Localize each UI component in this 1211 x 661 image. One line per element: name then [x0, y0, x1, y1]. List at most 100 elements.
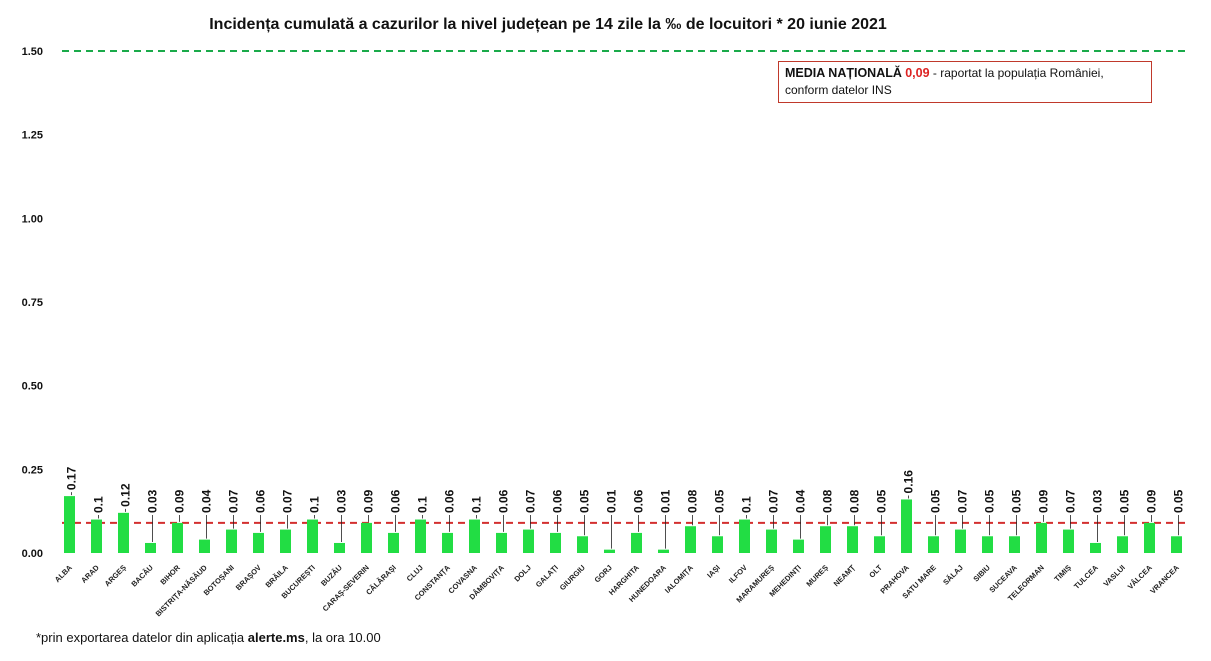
value-label: 0.07: [281, 489, 295, 513]
y-tick-label: 0.50: [22, 381, 43, 393]
y-tick-label: 0.75: [22, 297, 43, 309]
value-label: 0.01: [605, 489, 619, 513]
bar: [685, 526, 696, 553]
bar: [928, 536, 939, 553]
bar: [280, 529, 291, 553]
bar: [415, 519, 426, 553]
bar: [199, 539, 210, 553]
value-label: 0.04: [794, 489, 808, 513]
bar: [496, 532, 507, 553]
national-average-value: 0,09: [905, 66, 930, 80]
bar: [469, 519, 480, 553]
value-label: 0.05: [713, 489, 727, 513]
bars: [64, 496, 1182, 553]
footnote: *prin exportarea datelor din aplicația a…: [36, 630, 381, 645]
bar: [550, 532, 561, 553]
bar: [955, 529, 966, 553]
value-label: 0.07: [227, 489, 241, 513]
bar: [658, 549, 669, 553]
value-label: 0.12: [119, 483, 133, 507]
bar: [307, 519, 318, 553]
bar: [766, 529, 777, 553]
value-label: 0.1: [416, 496, 430, 513]
footnote-suffix: , la ora 10.00: [304, 630, 381, 645]
y-tick-label: 0.00: [22, 548, 43, 560]
national-average-label: MEDIA NAȚIONALĂ: [785, 66, 902, 80]
value-label: 0.05: [875, 489, 889, 513]
bar: [388, 532, 399, 553]
y-tick-label: 1.25: [22, 130, 43, 142]
x-tick-label: ILFOV: [727, 563, 749, 585]
value-label: 0.1: [92, 496, 106, 513]
value-label: 0.06: [497, 489, 511, 513]
value-label: 0.03: [335, 489, 349, 513]
bar: [1063, 529, 1074, 553]
footnote-app-name: alerte.ms: [247, 630, 305, 645]
bar: [226, 529, 237, 553]
bar: [901, 499, 912, 553]
bar: [793, 539, 804, 553]
bar: [982, 536, 993, 553]
x-tick-label: VRANCEA: [1148, 563, 1181, 596]
x-tick-label: ARGEȘ: [103, 563, 128, 588]
national-average-box: MEDIA NAȚIONALĂ 0,09 - raportat la popul…: [778, 61, 1152, 103]
x-tick-label: ALBA: [53, 563, 75, 585]
value-label: 0.05: [1010, 489, 1024, 513]
national-average-text: - raportat la populația României,: [929, 66, 1104, 80]
bar: [172, 522, 183, 553]
value-label: 0.09: [1145, 489, 1159, 513]
x-tick-label: SĂLAJ: [941, 563, 965, 587]
value-label: 0.07: [767, 489, 781, 513]
x-tick-label: TIMIȘ: [1052, 563, 1073, 584]
value-label: 0.1: [308, 496, 322, 513]
value-label: 0.05: [929, 489, 943, 513]
y-tick-label: 1.50: [22, 46, 43, 58]
value-label: 0.06: [551, 489, 565, 513]
bar: [1144, 522, 1155, 553]
bar: [1009, 536, 1020, 553]
y-axis: 0.00 0.25 0.50 0.75 1.00 1.25 1.50: [22, 46, 43, 560]
bar: [442, 532, 453, 553]
x-tick-label: ARAD: [79, 563, 101, 585]
bar: [523, 529, 534, 553]
bar: [118, 512, 129, 553]
bar: [631, 532, 642, 553]
x-tick-label: CLUJ: [405, 563, 425, 583]
value-label: 0.09: [362, 489, 376, 513]
bar: [874, 536, 885, 553]
x-tick-label: IAȘI: [705, 563, 722, 580]
value-label: 0.09: [1037, 489, 1051, 513]
value-label: 0.16: [902, 470, 916, 494]
bar: [1036, 522, 1047, 553]
value-label: 0.08: [686, 489, 700, 513]
bar: [1117, 536, 1128, 553]
x-tick-label: BACĂU: [129, 563, 155, 589]
bar: [145, 542, 156, 553]
bar: [361, 522, 372, 553]
value-label: 0.07: [1064, 489, 1078, 513]
value-label: 0.03: [146, 489, 160, 513]
x-tick-label: GORJ: [593, 563, 614, 584]
bar: [91, 519, 102, 553]
x-tick-label: DOLJ: [512, 563, 533, 584]
value-label: 0.05: [1172, 489, 1186, 513]
value-label: 0.01: [659, 489, 673, 513]
bar: [604, 549, 615, 553]
value-label: 0.09: [173, 489, 187, 513]
national-average-source: conform datelor INS: [785, 83, 892, 97]
value-label: 0.05: [983, 489, 997, 513]
value-label: 0.07: [524, 489, 538, 513]
y-tick-label: 1.00: [22, 213, 43, 225]
x-tick-label: TULCEA: [1072, 563, 1100, 591]
bar: [847, 526, 858, 553]
x-tick-label: SIBIU: [971, 563, 992, 584]
bar: [577, 536, 588, 553]
value-label: 0.08: [821, 489, 835, 513]
x-tick-label: NEAMȚ: [832, 563, 858, 589]
value-labels: 0.17 0.1 0.12 0.03 0.09 0.04 0.07 0.06 0.07 0.1 0.…: [65, 466, 1186, 549]
x-tick-label: BUZĂU: [319, 563, 344, 588]
x-tick-label: BRĂILA: [264, 563, 291, 590]
value-label: 0.07: [956, 489, 970, 513]
bar: [739, 519, 750, 553]
